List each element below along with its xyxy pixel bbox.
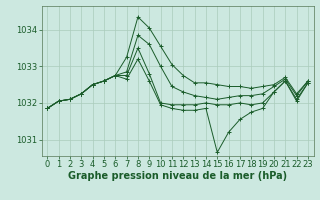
X-axis label: Graphe pression niveau de la mer (hPa): Graphe pression niveau de la mer (hPa) — [68, 171, 287, 181]
